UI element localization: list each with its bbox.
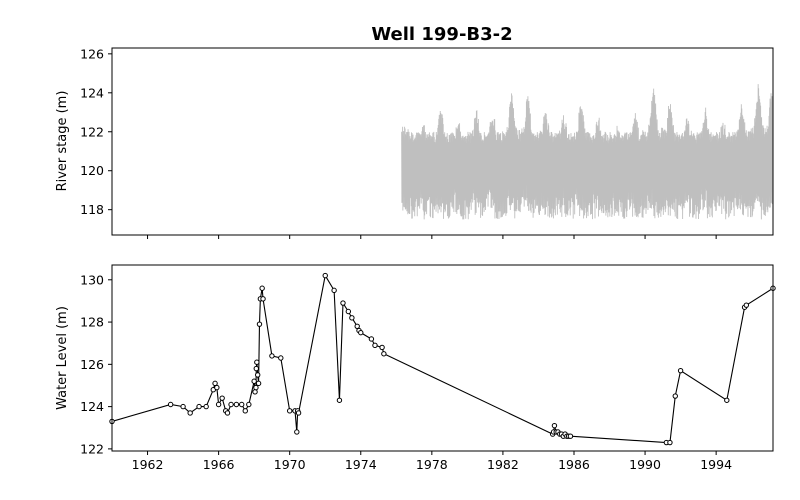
water-level-point (253, 384, 259, 391)
water-level-axes-frame (111, 264, 774, 452)
water-level-point (345, 308, 352, 315)
water-level-point (242, 408, 248, 414)
x-tick-label: 1966 (203, 457, 235, 472)
y-tick-label: 122 (80, 441, 104, 456)
water-level-point (269, 353, 275, 359)
water-level-point (379, 344, 385, 351)
water-level-point (331, 287, 337, 294)
river-stage-axes-frame (111, 47, 774, 236)
water-level-series (109, 272, 776, 446)
water-level-point (212, 380, 218, 387)
y-tick-label: 126 (80, 357, 104, 372)
y-tick-label: 120 (80, 163, 104, 178)
water-level-point (214, 384, 220, 391)
y-tick-label: 124 (80, 85, 104, 100)
water-level-point (180, 403, 186, 410)
water-level-point (255, 372, 261, 378)
y-tick-label: 126 (80, 46, 104, 61)
x-tick-label: 1990 (629, 457, 661, 472)
water-level-point (336, 397, 343, 403)
water-level-point (233, 401, 240, 408)
water-level-point (167, 401, 174, 408)
river-stage-panel: 118 120 122 124 126 River stage (m) (55, 46, 774, 239)
water-level-point (743, 302, 750, 308)
river-stage-x-ticks (147, 235, 717, 239)
water-level-point (567, 433, 574, 439)
water-level-point (255, 380, 262, 387)
water-level-point (358, 329, 364, 336)
water-level-point (219, 395, 225, 401)
water-level-point (254, 359, 260, 365)
water-level-y-label: Water Level (m) (55, 306, 70, 410)
water-level-point (253, 365, 259, 372)
x-tick-label: 1974 (345, 457, 377, 472)
river-stage-line (401, 84, 774, 220)
water-level-point (252, 389, 258, 395)
water-level-point (724, 397, 730, 403)
water-level-point (368, 336, 375, 342)
water-level-point (203, 403, 209, 410)
water-level-point (667, 439, 673, 446)
river-stage-y-ticks: 118 120 122 124 126 (80, 46, 112, 217)
y-tick-label: 122 (80, 124, 104, 139)
water-level-panel: 122 124 126 128 130 1962 1966 1970 1974 1978 1982… (55, 264, 776, 472)
water-level-point (349, 315, 355, 321)
x-tick-label: 1986 (558, 457, 590, 472)
water-level-y-ticks: 122 124 126 128 130 (80, 272, 112, 456)
water-level-point (224, 410, 231, 416)
water-level-point (322, 272, 328, 279)
y-tick-label: 128 (80, 315, 104, 330)
water-level-point (260, 296, 266, 302)
x-tick-label: 1982 (487, 457, 519, 472)
water-level-point (278, 355, 284, 361)
water-level-point (295, 410, 302, 416)
x-tick-label: 1994 (700, 457, 732, 472)
river-stage-y-label: River stage (m) (55, 91, 70, 192)
river-stage-series (401, 84, 774, 220)
x-tick-label: 1978 (416, 457, 448, 472)
water-level-point (256, 321, 263, 327)
y-tick-label: 124 (80, 399, 104, 414)
water-level-point (246, 401, 252, 408)
water-level-line (111, 274, 774, 444)
x-tick-label: 1970 (274, 457, 306, 472)
water-level-point (677, 367, 684, 374)
water-level-point (215, 401, 222, 408)
water-level-point (228, 401, 234, 408)
water-level-x-ticks: 1962 1966 1970 1974 1978 1982 1986 1990 1994 (132, 451, 732, 472)
y-tick-label: 130 (80, 272, 104, 287)
water-level-point (381, 351, 387, 357)
water-level-point (196, 403, 202, 410)
water-level-point (187, 410, 193, 416)
x-tick-label: 1962 (132, 457, 164, 472)
water-level-point (372, 342, 378, 349)
water-level-point (551, 422, 558, 429)
water-level-point (286, 408, 293, 414)
water-level-point (259, 285, 265, 291)
water-level-point (340, 300, 346, 306)
water-level-point (239, 401, 245, 408)
y-tick-label: 118 (80, 202, 104, 217)
water-level-point (251, 378, 257, 384)
chart-title: Well 199-B3-2 (371, 24, 512, 45)
water-level-point (294, 429, 300, 435)
water-level-point (672, 393, 678, 399)
